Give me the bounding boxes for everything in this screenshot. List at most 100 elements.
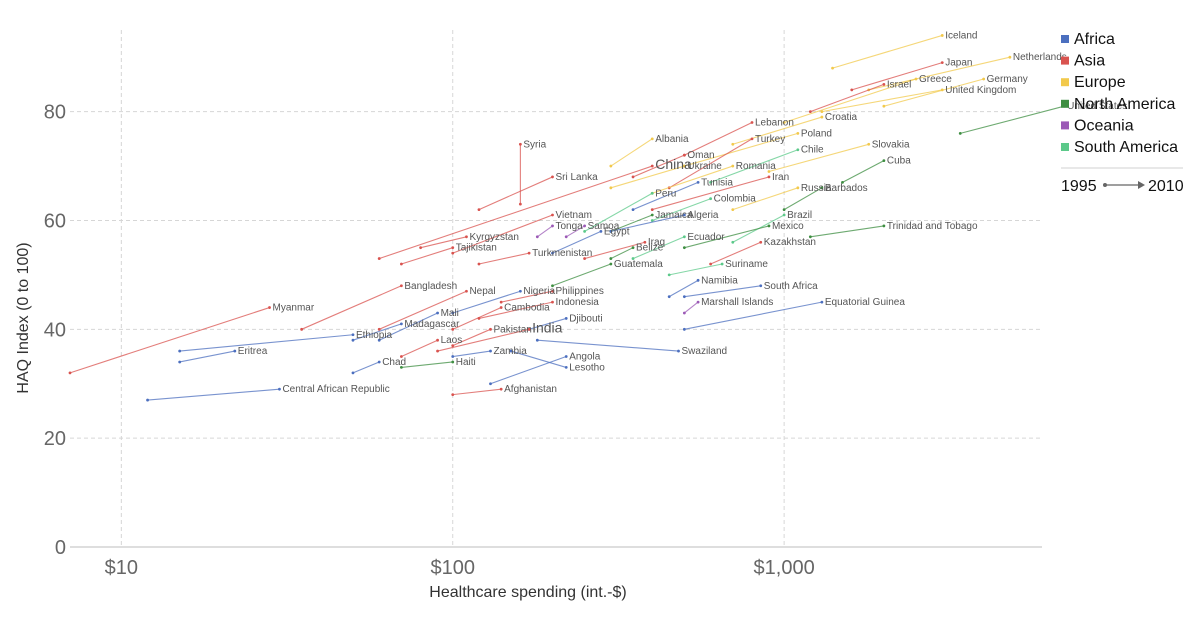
series-line-philippines[interactable]	[501, 290, 553, 303]
series-line-lebanon[interactable]	[684, 122, 753, 156]
point-label: India	[532, 319, 563, 335]
series-line-vietnam[interactable]	[452, 214, 553, 254]
series-line-lesotho[interactable]	[510, 350, 567, 368]
series-line-russia[interactable]	[732, 187, 799, 211]
legend-item-oceania[interactable]: Oceania	[1061, 117, 1134, 134]
series-line-suriname[interactable]	[669, 263, 723, 276]
legend-swatch	[1061, 121, 1069, 130]
series-line-turkmenistan[interactable]	[478, 252, 530, 265]
series-line-ukraine[interactable]	[610, 165, 685, 189]
series-line-kazakhstan[interactable]	[710, 241, 761, 265]
series-line-china[interactable]	[379, 165, 653, 260]
series-line-egypt[interactable]	[552, 230, 602, 254]
series-line-united-states[interactable]	[960, 105, 1065, 134]
series-line-israel[interactable]	[810, 83, 885, 113]
series-line-germany[interactable]	[883, 78, 984, 107]
point-label: Israel	[887, 79, 911, 90]
series-line-ecuador[interactable]	[632, 236, 685, 260]
series-line-nigeria[interactable]	[452, 290, 521, 314]
series-line-mali[interactable]	[378, 312, 438, 341]
series-line-laos[interactable]	[401, 339, 438, 358]
series-line-angola[interactable]	[490, 356, 567, 385]
series-line-indonesia[interactable]	[478, 301, 553, 319]
series-line-guatemala[interactable]	[552, 263, 612, 287]
series-line-colombia[interactable]	[652, 198, 711, 221]
series-line-peru[interactable]	[584, 192, 653, 232]
series-line-japan[interactable]	[851, 62, 943, 91]
point-label: Laos	[441, 335, 463, 346]
point-label: Marshall Islands	[701, 297, 773, 308]
legend-item-europe[interactable]: Europe	[1061, 74, 1126, 91]
series-line-tajikistan[interactable]	[401, 247, 453, 265]
series-line-greece[interactable]	[783, 78, 917, 124]
series-line-united-kingdom[interactable]	[821, 89, 943, 113]
series-line-swaziland[interactable]	[537, 339, 679, 352]
point-label: Zambia	[493, 346, 527, 357]
point-label: Belize	[636, 243, 664, 254]
series-line-oman[interactable]	[632, 154, 685, 178]
series-line-iraq[interactable]	[584, 241, 646, 260]
series-line-chile[interactable]	[710, 149, 799, 183]
series-line-pakistan[interactable]	[452, 328, 491, 347]
series-line-namibia[interactable]	[668, 279, 699, 298]
series-line-mexico[interactable]	[684, 225, 770, 249]
series-line-kyrgyzstan[interactable]	[420, 236, 467, 249]
series-line-turkey[interactable]	[668, 138, 753, 189]
legend: Africa Asia Europe North America Oceania Sout…	[1061, 31, 1184, 195]
series-line-romania[interactable]	[652, 165, 733, 194]
series-line-sri-lanka[interactable]	[478, 176, 553, 211]
end-point	[820, 300, 824, 304]
series-line-samoa[interactable]	[565, 225, 585, 238]
legend-item-south-america[interactable]: South America	[1061, 139, 1178, 156]
legend-item-asia[interactable]: Asia	[1061, 53, 1105, 70]
series-line-india[interactable]	[437, 328, 530, 352]
series-line-chad[interactable]	[352, 361, 380, 374]
series-line-bangladesh[interactable]	[301, 285, 402, 330]
series-line-ethiopia[interactable]	[179, 334, 354, 352]
series-line-eritrea[interactable]	[179, 350, 235, 363]
point-label: Sri Lanka	[555, 172, 598, 183]
series-line-afghanistan[interactable]	[452, 388, 502, 396]
series-line-albania[interactable]	[610, 138, 653, 167]
end-point	[631, 246, 635, 250]
series-line-netherlands[interactable]	[868, 56, 1011, 91]
legend-item-africa[interactable]: Africa	[1061, 31, 1115, 48]
series-line-tunisia[interactable]	[632, 181, 699, 211]
series-line-croatia[interactable]	[732, 116, 823, 145]
series-line-jamaica[interactable]	[610, 214, 653, 232]
series-line-madagascar[interactable]	[352, 323, 402, 341]
start-point	[419, 246, 423, 250]
series-line-cambodia[interactable]	[452, 307, 502, 330]
legend-item-north-america[interactable]: North America	[1061, 96, 1175, 113]
series-line-djibouti[interactable]	[528, 317, 567, 330]
start-point	[709, 262, 713, 266]
series-line-myanmar[interactable]	[69, 307, 270, 374]
point-label: Bangladesh	[404, 281, 457, 292]
series-line-iran[interactable]	[652, 176, 770, 211]
point-label: China	[655, 156, 692, 172]
end-point	[650, 191, 654, 195]
series-line-marshall-islands[interactable]	[684, 301, 699, 314]
series-line-iceland[interactable]	[832, 34, 943, 69]
point-label: Croatia	[825, 112, 858, 123]
series-line-zambia[interactable]	[452, 350, 491, 358]
series-line-south-africa[interactable]	[684, 285, 761, 298]
series-line-nepal[interactable]	[378, 290, 467, 330]
series-line-algeria[interactable]	[610, 214, 685, 232]
series-line-equatorial-guinea[interactable]	[684, 301, 822, 330]
series-line-central-african-republic[interactable]	[147, 388, 280, 401]
series-line-haiti[interactable]	[401, 361, 453, 368]
series-line-poland[interactable]	[684, 132, 798, 167]
series-line-tonga[interactable]	[537, 225, 553, 238]
end-point	[643, 240, 647, 244]
end-point	[583, 224, 587, 228]
y-tick-label: 0	[55, 537, 66, 559]
series-line-barbados[interactable]	[783, 187, 823, 211]
end-point	[820, 115, 824, 119]
series-line-slovakia[interactable]	[768, 143, 869, 173]
point-label: Ecuador	[687, 232, 725, 243]
start-point	[650, 219, 654, 222]
series-line-trinidad-and-tobago[interactable]	[810, 225, 884, 238]
series-line-belize[interactable]	[610, 247, 634, 260]
series-line-cuba[interactable]	[842, 160, 885, 183]
